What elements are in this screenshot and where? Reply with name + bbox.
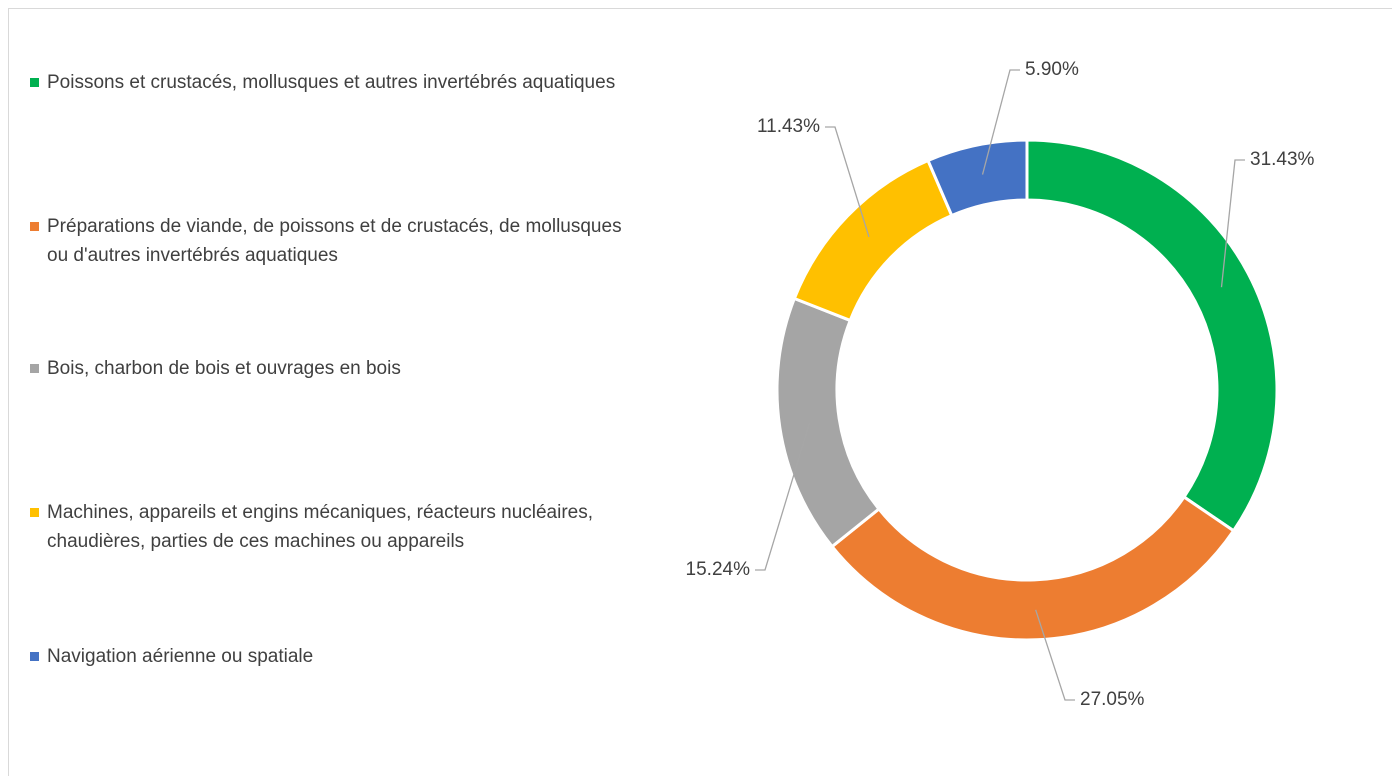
legend-swatch: [30, 78, 39, 87]
donut-segment: [829, 494, 1236, 642]
data-label: 31.43%: [1250, 149, 1315, 170]
legend-swatch: [30, 364, 39, 373]
data-label: 27.05%: [1080, 689, 1145, 710]
donut-segment: [926, 138, 1029, 218]
legend-label: Bois, charbon de bois et ouvrages en boi…: [47, 358, 401, 379]
legend-item: Machines, appareils et engins mécaniques…: [30, 498, 630, 556]
legend-label: Poissons et crustacés, mollusques et aut…: [47, 72, 616, 93]
donut-segment: [792, 158, 954, 323]
leader-line: [1220, 159, 1245, 288]
legend-swatch: [30, 222, 39, 231]
legend-label: Machines, appareils et engins mécaniques…: [47, 502, 594, 552]
legend-item: Bois, charbon de bois et ouvrages en boi…: [30, 354, 630, 383]
leader-line: [1035, 609, 1075, 701]
leader-line: [755, 422, 811, 571]
legend-label: Préparations de viande, de poissons et d…: [47, 216, 622, 266]
legend-swatch: [30, 652, 39, 661]
legend-swatch: [30, 508, 39, 517]
leader-line: [981, 69, 1020, 175]
donut-segment: [1025, 138, 1279, 533]
legend-item: Navigation aérienne ou spatiale: [30, 642, 630, 671]
legend-item: Poissons et crustacés, mollusques et aut…: [30, 68, 630, 97]
donut-segment: [775, 296, 881, 549]
leader-line: [825, 126, 870, 238]
data-label: 11.43%: [757, 116, 820, 137]
data-label: 15.24%: [686, 559, 751, 580]
legend-item: Préparations de viande, de poissons et d…: [30, 212, 630, 270]
data-label: 5.90%: [1025, 59, 1079, 80]
chart-frame: [8, 8, 1392, 776]
legend-label: Navigation aérienne ou spatiale: [47, 646, 314, 667]
